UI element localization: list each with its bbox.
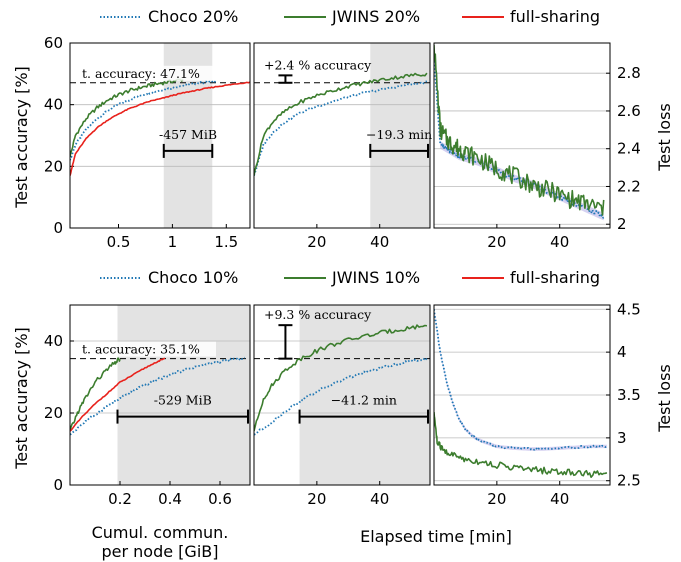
target-accuracy-label: t. accuracy: 47.1% <box>82 66 200 81</box>
x-tick-label: 20 <box>487 490 506 508</box>
y-tick-label: 2.8 <box>617 64 641 82</box>
x-tick-label: 0.4 <box>158 490 182 508</box>
panel-bottom-right-loss-vs-time: 20 40 2.5 3 3.5 4 4.5 <box>433 300 641 508</box>
series-line-jwins <box>70 357 121 432</box>
y-tick-label: 40 <box>44 96 63 114</box>
shaded-savings-region <box>117 305 250 485</box>
x-tick-label: 20 <box>487 233 506 251</box>
series-line-jwins <box>254 72 428 176</box>
panel-top-right-loss-vs-time: 20 40 2 2.2 2.4 2.6 2.8 <box>433 42 641 251</box>
y-axis-label-accuracy-top: Test accuracy [%] <box>12 66 31 209</box>
series-line-jwins <box>254 324 428 432</box>
y-tick-label: 2.4 <box>617 140 641 158</box>
y-tick-label: 20 <box>44 157 63 175</box>
savings-label: −19.3 min <box>366 127 432 142</box>
target-label-bg <box>80 341 216 357</box>
legend-entry: full-sharing <box>510 7 600 26</box>
legend-bottom: Choco 10% JWINS 10% full-sharing <box>100 268 600 287</box>
series-band-choco <box>434 307 607 451</box>
x-tick-label: 40 <box>550 490 569 508</box>
accuracy-gain-label: +2.4 % accuracy <box>264 57 372 72</box>
axes-frame <box>69 42 251 229</box>
legend-entry: Choco 20% <box>148 7 238 26</box>
x-tick-label: 1 <box>168 233 178 251</box>
series-group <box>254 72 428 176</box>
series-group <box>254 324 428 436</box>
x-axis-label-time: Elapsed time [min] <box>360 527 512 546</box>
series-line-choco <box>434 309 608 451</box>
axes-frame <box>253 304 431 486</box>
series-line-jwins <box>434 44 605 216</box>
x-axis-label-communication-line2: per node [GiB] <box>102 542 219 561</box>
y-axis-label-loss-bottom: Test loss <box>655 364 674 433</box>
series-line-full <box>70 81 250 176</box>
legend-entry: Choco 10% <box>148 268 238 287</box>
y-tick-label: 4 <box>617 343 627 361</box>
target-label-bg <box>80 65 216 81</box>
panel-bottom-left-accuracy-vs-communication: 0.2 0.4 0.6 0 20 40 t. accuracy: 35.1% -529 MiB <box>44 304 251 508</box>
axes-frame <box>433 304 611 486</box>
series-line-jwins <box>70 78 184 158</box>
y-tick-label: 4.5 <box>617 300 641 318</box>
panel-bottom-middle-accuracy-vs-time: 20 40 +9.3 % accuracy −41.2 min <box>253 304 431 508</box>
y-tick-label: 40 <box>44 332 63 350</box>
series-line-full <box>70 357 165 432</box>
panel-top-left-accuracy-vs-communication: 0.5 1 1.5 0 20 40 60 t. accuracy: 47.1% -457 MiB <box>44 34 251 251</box>
y-tick-label: 2.2 <box>617 177 641 195</box>
x-axis-label-communication-line1: Cumul. commun. <box>92 523 229 542</box>
x-tick-label: 20 <box>307 490 326 508</box>
x-tick-label: 40 <box>370 233 389 251</box>
series-group <box>434 307 608 478</box>
series-line-choco <box>70 356 246 436</box>
series-group <box>70 356 246 436</box>
series-group <box>70 78 250 176</box>
x-tick-label: 0.6 <box>208 490 232 508</box>
y-axis-label-accuracy-bottom: Test accuracy [%] <box>12 327 31 470</box>
target-accuracy-label: t. accuracy: 35.1% <box>82 342 200 357</box>
panel-top-middle-accuracy-vs-time: 20 40 +2.4 % accuracy −19.3 min <box>253 42 432 251</box>
y-tick-label: 2.6 <box>617 102 641 120</box>
legend-entry: JWINS 10% <box>331 268 420 287</box>
axes-frame <box>253 42 431 229</box>
y-tick-label: 60 <box>44 34 63 52</box>
savings-label: -457 MiB <box>159 127 217 142</box>
y-tick-label: 2.5 <box>617 472 641 490</box>
savings-label: -529 MiB <box>154 393 212 408</box>
x-tick-label: 40 <box>370 490 389 508</box>
x-tick-label: 0.5 <box>107 233 131 251</box>
y-tick-label: 3 <box>617 429 627 447</box>
y-axis-label-loss-top: Test loss <box>655 103 674 172</box>
series-line-choco <box>70 79 217 161</box>
x-tick-label: 0.2 <box>108 490 132 508</box>
y-tick-label: 0 <box>53 476 63 494</box>
savings-label: −41.2 min <box>331 393 397 408</box>
axes-frame <box>433 42 611 229</box>
series-line-choco <box>254 80 428 176</box>
legend-top: Choco 20% JWINS 20% full-sharing <box>100 7 600 26</box>
legend-entry: JWINS 20% <box>331 7 420 26</box>
series-group <box>434 44 605 221</box>
x-tick-label: 40 <box>550 233 569 251</box>
series-line-jwins <box>434 412 608 478</box>
y-tick-label: 20 <box>44 404 63 422</box>
x-tick-label: 20 <box>307 233 326 251</box>
legend-entry: full-sharing <box>510 268 600 287</box>
shaded-savings-region <box>370 43 430 228</box>
accuracy-gain-label: +9.3 % accuracy <box>264 307 372 322</box>
y-tick-label: 2 <box>617 215 627 233</box>
y-tick-label: 3.5 <box>617 386 641 404</box>
series-line-choco <box>254 356 428 436</box>
y-tick-label: 0 <box>53 219 63 237</box>
axes-frame <box>69 304 251 486</box>
x-tick-label: 1.5 <box>214 233 238 251</box>
series-line-choco <box>434 54 605 220</box>
